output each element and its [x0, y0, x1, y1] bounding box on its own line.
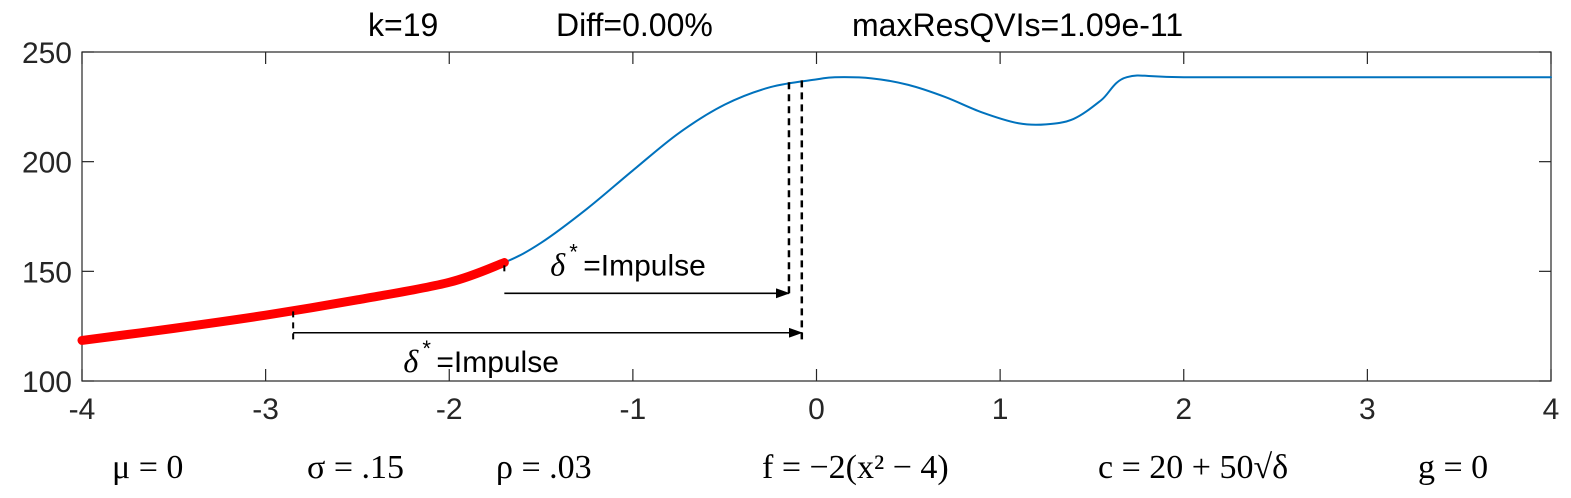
x-tick-label: -3: [252, 393, 279, 426]
title-maxres: maxResQVIs=1.09e-11: [852, 7, 1183, 43]
chart-title: k=19 Diff=0.00% maxResQVIs=1.09e-11: [368, 7, 1183, 43]
x-tick-label: 2: [1175, 393, 1192, 426]
param-f: f = −2(x² − 4): [762, 449, 949, 486]
star-superscript: *: [569, 240, 578, 265]
delta-symbol: δ: [403, 343, 419, 379]
y-tick-label: 200: [22, 147, 72, 180]
x-tick-label: 0: [808, 393, 825, 426]
param-sigma: σ = .15: [307, 449, 404, 486]
star-superscript: *: [422, 336, 431, 361]
x-tick-label: 4: [1543, 393, 1560, 426]
title-k: k=19: [368, 7, 438, 43]
y-tick-label: 250: [22, 37, 72, 70]
title-diff: Diff=0.00%: [556, 7, 713, 43]
axis-ticks: -4 -3 -2 -1 0 1 2 3 4 100 150 200 250: [22, 37, 1559, 426]
x-tick-label: -1: [620, 393, 647, 426]
params-row: μ = 0 σ = .15 ρ = .03 f = −2(x² − 4) c =…: [112, 449, 1488, 486]
plot-area: [81, 51, 1552, 382]
y-tick-label: 100: [22, 366, 72, 399]
x-tick-label: 3: [1359, 393, 1376, 426]
y-tick-label: 150: [22, 256, 72, 289]
impulse-annotation: δ * =Impulse: [292, 78, 804, 379]
x-tick-label: 1: [992, 393, 1009, 426]
impulse-label: =Impulse: [583, 250, 706, 283]
x-tick-label: -4: [69, 393, 96, 426]
series-layer: [77, 74, 1552, 345]
param-g: g = 0: [1418, 449, 1488, 486]
x-tick-label: -2: [436, 393, 463, 426]
impulse-label: =Impulse: [436, 346, 559, 379]
param-rho: ρ = .03: [496, 449, 592, 486]
delta-symbol: δ: [550, 247, 566, 283]
series-impulse-region-line: [77, 258, 509, 345]
param-mu: μ = 0: [112, 449, 183, 486]
param-c: c = 20 + 50√δ: [1098, 449, 1288, 486]
impulse-annotation: δ * =Impulse: [503, 80, 791, 299]
